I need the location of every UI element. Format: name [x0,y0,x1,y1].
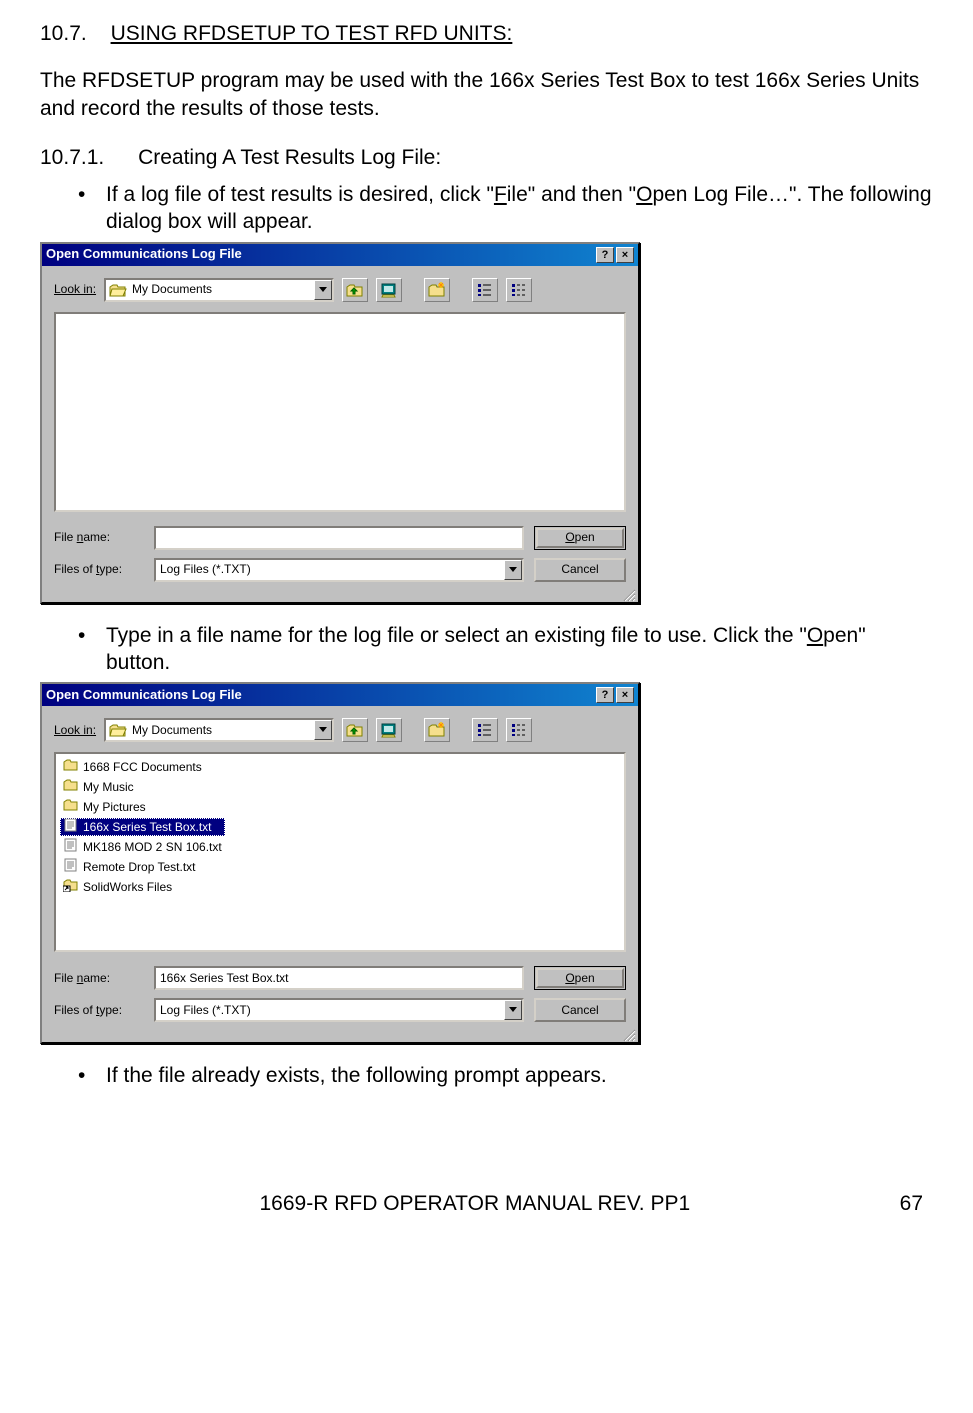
file-name: Remote Drop Test.txt [83,860,196,876]
up-folder-icon [346,722,364,738]
resize-grip[interactable] [42,588,638,602]
lookin-combo[interactable]: My Documents [104,718,334,742]
details-view-button[interactable] [506,718,532,742]
file-name: My Music [83,780,134,796]
desktop-button[interactable] [376,278,402,302]
filetype-select[interactable]: Log Files (*.TXT) [154,998,524,1022]
subsection-heading: 10.7.1. Creating A Test Results Log File… [40,144,933,171]
file-name: 166x Series Test Box.txt [83,820,212,836]
new-folder-button[interactable] [424,718,450,742]
text-file-icon [63,838,79,857]
list-view-icon [476,722,494,738]
lookin-label: Look in: [54,282,96,298]
open-folder-icon [109,282,127,298]
subsection-number: 10.7.1. [40,144,104,171]
folder-icon [63,778,79,797]
list-view-icon [476,282,494,298]
desktop-button[interactable] [376,718,402,742]
lookin-toolbar: Look in: My Documents [54,718,626,742]
dialog-titlebar[interactable]: Open Communications Log File ? × [42,244,638,266]
open-button[interactable]: Open [534,966,626,990]
folder-icon [63,798,79,817]
page-footer: 1669-R RFD OPERATOR MANUAL REV. PP1 67 [40,1190,933,1217]
footer-doc: 1669-R RFD OPERATOR MANUAL REV. PP1 [260,1190,691,1217]
file-item[interactable]: My Music [60,778,225,796]
details-view-icon [510,722,528,738]
footer-page: 67 [900,1190,923,1217]
desktop-icon [380,722,398,738]
bullet-item: If the file already exists, the followin… [40,1062,933,1089]
combo-dropdown-button[interactable] [504,560,522,580]
file-item[interactable]: 166x Series Test Box.txt [60,818,225,836]
file-list-area[interactable] [54,312,626,512]
lookin-value: My Documents [130,723,314,739]
dialog-titlebar[interactable]: Open Communications Log File ? × [42,684,638,706]
dialog-title: Open Communications Log File [46,246,594,263]
new-folder-icon [428,722,446,738]
file-item[interactable]: Remote Drop Test.txt [60,858,225,876]
combo-dropdown-button[interactable] [314,720,332,740]
cancel-button[interactable]: Cancel [534,558,626,582]
open-log-file-dialog-empty: Open Communications Log File ? × Look in… [40,242,640,604]
desktop-icon [380,282,398,298]
shortcut-folder-icon [63,878,79,897]
open-button[interactable]: Open [534,526,626,550]
dialog-title: Open Communications Log File [46,687,594,704]
bullet-item: Type in a file name for the log file or … [40,622,933,677]
lookin-value: My Documents [130,282,314,298]
file-name: SolidWorks Files [83,880,172,896]
new-folder-icon [428,282,446,298]
filename-input[interactable] [154,526,524,550]
combo-dropdown-button[interactable] [314,280,332,300]
help-button[interactable]: ? [596,247,614,263]
file-item[interactable]: 1668 FCC Documents [60,758,225,776]
text: If the file already exists, the followin… [106,1064,607,1087]
text: If a log file of test results is desired… [106,183,932,233]
text: Type in a file name for the log file or … [106,624,866,674]
up-one-level-button[interactable] [342,718,368,742]
filename-input[interactable]: 166x Series Test Box.txt [154,966,524,990]
close-button[interactable]: × [616,687,634,703]
subsection-title: Creating A Test Results Log File: [138,146,441,169]
intro-paragraph: The RFDSETUP program may be used with th… [40,67,933,122]
file-item[interactable]: My Pictures [60,798,225,816]
filetype-select[interactable]: Log Files (*.TXT) [154,558,524,582]
file-name: MK186 MOD 2 SN 106.txt [83,840,222,856]
filename-label: File name: [54,971,144,987]
section-heading: 10.7. USING RFDSETUP TO TEST RFD UNITS: [40,20,933,47]
list-view-button[interactable] [472,278,498,302]
file-list-area[interactable]: 1668 FCC Documents My Music My Pictures 166… [54,752,626,952]
open-log-file-dialog-populated: Open Communications Log File ? × Look in… [40,682,640,1044]
filetype-label: Files of type: [54,1003,144,1019]
list-view-button[interactable] [472,718,498,742]
up-folder-icon [346,282,364,298]
folder-icon [63,758,79,777]
lookin-combo[interactable]: My Documents [104,278,334,302]
open-folder-icon [109,722,127,738]
file-item[interactable]: SolidWorks Files [60,878,225,896]
details-view-button[interactable] [506,278,532,302]
help-button[interactable]: ? [596,687,614,703]
lookin-label: Look in: [54,723,96,739]
cancel-button[interactable]: Cancel [534,998,626,1022]
filename-label: File name: [54,530,144,546]
bullet-item: If a log file of test results is desired… [40,181,933,236]
lookin-toolbar: Look in: My Documents [54,278,626,302]
resize-grip[interactable] [42,1028,638,1042]
file-item[interactable]: MK186 MOD 2 SN 106.txt [60,838,225,856]
combo-dropdown-button[interactable] [504,1000,522,1020]
file-name: 1668 FCC Documents [83,760,202,776]
filetype-label: Files of type: [54,562,144,578]
section-title: USING RFDSETUP TO TEST RFD UNITS: [111,22,513,45]
close-button[interactable]: × [616,247,634,263]
section-number: 10.7. [40,20,87,47]
new-folder-button[interactable] [424,278,450,302]
text-file-icon [63,818,79,837]
text-file-icon [63,858,79,877]
up-one-level-button[interactable] [342,278,368,302]
file-name: My Pictures [83,800,146,816]
details-view-icon [510,282,528,298]
